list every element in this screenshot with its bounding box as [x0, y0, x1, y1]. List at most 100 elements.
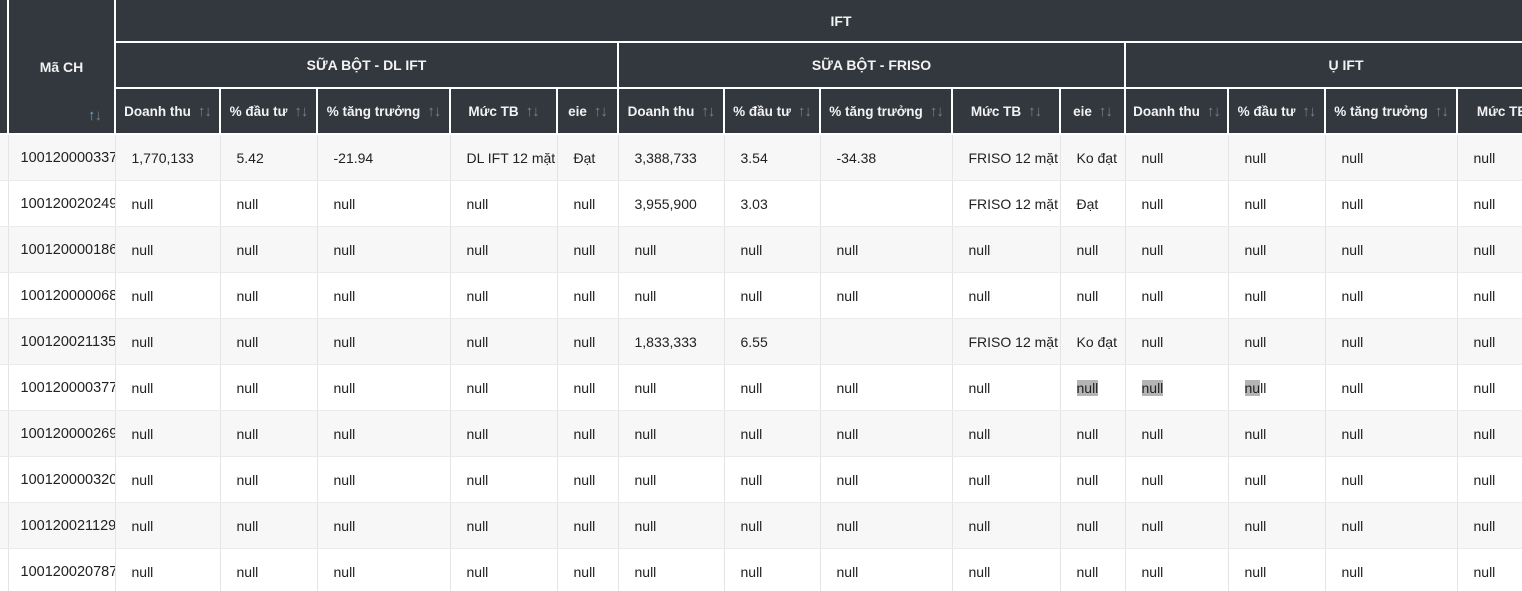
data-cell: null — [724, 456, 821, 503]
data-cell: null — [1457, 548, 1522, 591]
data-cell: null — [1325, 226, 1458, 273]
data-cell: null — [450, 318, 558, 365]
table-row: 100120000186 null null null null null null null… — [0, 226, 1522, 273]
data-cell: null — [1228, 180, 1326, 227]
data-cell: null — [450, 410, 558, 457]
column-header-doanh-thu-2[interactable]: Doanh thu ↑↓ — [618, 88, 725, 135]
column-header-dau-tu-1[interactable]: % đầu tư ↑↓ — [220, 88, 318, 135]
data-cell: null — [317, 364, 451, 411]
column-header-tang-truong-2[interactable]: % tăng trưởng ↑↓ — [820, 88, 953, 135]
header-row-groups: SỮA BỘT - DL IFT SỮA BỘT - FRISO Ụ IFT — [0, 42, 1522, 89]
data-cell: null — [1325, 318, 1458, 365]
data-cell: null — [1228, 318, 1326, 365]
sort-icon[interactable]: ↑↓ — [1028, 102, 1042, 120]
data-cell: null — [450, 226, 558, 273]
column-header-dau-tu-2[interactable]: % đầu tư ↑↓ — [724, 88, 821, 135]
sort-icon[interactable]: ↑↓ — [525, 102, 540, 120]
column-header-eie-2[interactable]: eie ↑↓ — [1060, 88, 1126, 135]
data-cell: null — [317, 548, 451, 591]
column-header-label: % đầu tư — [229, 103, 288, 119]
column-header-tang-truong-1[interactable]: % tăng trưởng ↑↓ — [317, 88, 451, 135]
sort-icon[interactable]: ↑↓ — [593, 102, 608, 120]
data-cell: Ko đạt — [1060, 134, 1126, 181]
data-cell: null — [820, 272, 953, 319]
data-cell: null — [1125, 548, 1229, 591]
column-header-eie-1[interactable]: eie ↑↓ — [557, 88, 619, 135]
row-id-cell: 100120020249 — [8, 180, 116, 227]
column-header-tang-truong-3[interactable]: % tăng trưởng ↑↓ — [1325, 88, 1458, 135]
header-top-ift: IFT — [115, 0, 1522, 43]
sort-icon[interactable]: ↑↓ — [1434, 102, 1449, 120]
row-id-cell: 100120000186 — [8, 226, 116, 273]
data-cell: null — [1228, 410, 1326, 457]
sort-icon[interactable]: ↑↓ — [797, 102, 812, 120]
header-row-top: Mã CH ↑↓ IFT — [0, 0, 1522, 135]
row-id-cell: 100120020787 — [8, 548, 116, 591]
row-left-strip — [0, 502, 9, 549]
data-cell: -34.38 — [820, 134, 953, 181]
data-cell: null — [1457, 410, 1522, 457]
sort-icon[interactable]: ↑↓ — [1302, 102, 1316, 120]
data-cell: null — [557, 456, 619, 503]
data-cell: null — [557, 318, 619, 365]
sort-icon[interactable]: ↑↓ — [1206, 102, 1221, 120]
data-cell: null — [115, 548, 221, 591]
sort-icon[interactable]: ↑↓ — [197, 102, 212, 120]
data-cell: null — [317, 410, 451, 457]
column-header-dau-tu-3[interactable]: % đầu tư ↑↓ — [1228, 88, 1326, 135]
column-header-label: % tăng trưởng — [1334, 103, 1428, 119]
data-cell: null — [618, 226, 725, 273]
table-row: 100120000320 null null null null null null null… — [0, 456, 1522, 503]
data-cell: null — [1325, 364, 1458, 411]
data-cell: null — [724, 410, 821, 457]
row-left-strip — [0, 180, 9, 227]
data-cell: null — [220, 410, 318, 457]
data-cell: null — [220, 226, 318, 273]
column-header-doanh-thu-3[interactable]: Doanh thu ↑↓ — [1125, 88, 1229, 135]
data-cell: null — [317, 272, 451, 319]
data-cell: null — [557, 272, 619, 319]
column-header-muc-tb-1[interactable]: Mức TB ↑↓ — [450, 88, 558, 135]
data-cell: null — [952, 502, 1061, 549]
data-cell: 3,388,733 — [618, 134, 725, 181]
data-cell: 5.42 — [220, 134, 318, 181]
selected-text: nu — [1244, 379, 1261, 396]
data-cell: null — [952, 410, 1061, 457]
data-cell: 3,955,900 — [618, 180, 725, 227]
row-left-strip — [0, 364, 9, 411]
sort-icon[interactable]: ↑↓ — [427, 102, 441, 120]
data-cell: null — [557, 364, 619, 411]
data-cell: null — [1060, 502, 1126, 549]
data-cell: null — [115, 272, 221, 319]
sort-icon[interactable]: ↑↓ — [701, 102, 715, 120]
sort-icon[interactable]: ↑↓ — [1098, 102, 1113, 120]
column-header-muc-tb-3[interactable]: Mức TB↑↓ — [1457, 88, 1522, 135]
data-cell: null — [952, 364, 1061, 411]
column-header-label: Doanh thu — [627, 103, 695, 119]
data-cell: null — [115, 318, 221, 365]
data-cell: null — [450, 548, 558, 591]
data-cell: null — [1325, 180, 1458, 227]
data-cell: null — [1228, 502, 1326, 549]
column-header-label: Doanh thu — [1133, 103, 1200, 119]
row-left-strip — [0, 410, 9, 457]
row-left-strip — [0, 272, 9, 319]
data-cell: null — [724, 548, 821, 591]
group-header-friso: SỮA BỘT - FRISO — [618, 42, 1126, 89]
data-cell: null — [1125, 134, 1229, 181]
column-header-ma-ch[interactable]: Mã CH ↑↓ — [8, 0, 116, 135]
data-cell: null — [317, 502, 451, 549]
data-cell: null — [450, 364, 558, 411]
data-cell: null — [1125, 456, 1229, 503]
sort-icon[interactable]: ↑↓ — [294, 102, 308, 120]
sort-icon[interactable]: ↑↓ — [929, 102, 944, 120]
sort-icon[interactable]: ↑↓ — [88, 107, 102, 124]
data-cell: null — [1457, 456, 1522, 503]
column-header-muc-tb-2[interactable]: Mức TB ↑↓ — [952, 88, 1061, 135]
row-left-strip — [0, 318, 9, 365]
data-cell: null — [1125, 410, 1229, 457]
column-header-label: Mức TB — [1476, 103, 1522, 119]
table-row: 100120021135 null null null null null 1,833,33… — [0, 318, 1522, 365]
column-header-doanh-thu-1[interactable]: Doanh thu ↑↓ — [115, 88, 221, 135]
